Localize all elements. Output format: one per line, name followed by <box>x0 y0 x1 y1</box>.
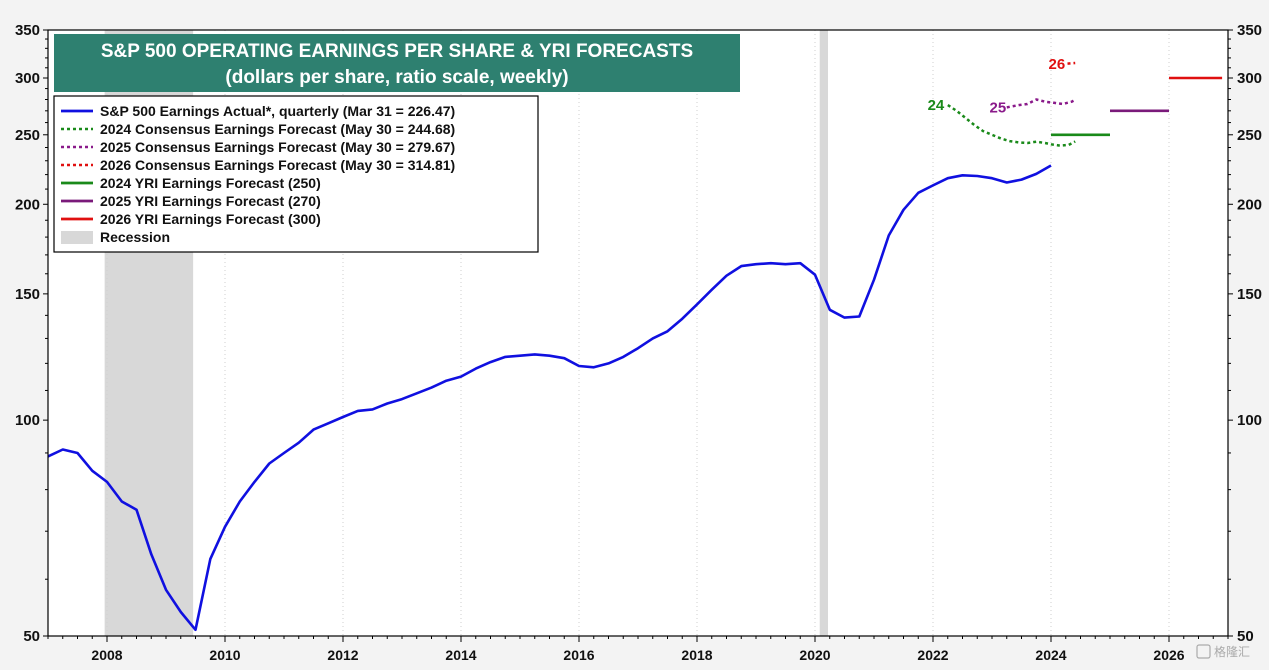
y-tick-label-left: 200 <box>15 196 40 213</box>
legend-label: 2026 Consensus Earnings Forecast (May 30… <box>100 157 455 173</box>
series-line-3 <box>1067 61 1076 65</box>
y-tick-label-right: 50 <box>1237 628 1254 645</box>
legend-label: 2025 Consensus Earnings Forecast (May 30… <box>100 139 455 155</box>
annotation-label: 26 <box>1049 56 1066 73</box>
x-tick-label: 2016 <box>563 647 594 663</box>
annotation-label: 24 <box>928 97 945 114</box>
y-tick-label-left: 50 <box>23 628 40 645</box>
y-tick-label-left: 300 <box>15 70 40 87</box>
chart-subtitle: (dollars per share, ratio scale, weekly) <box>225 67 568 88</box>
y-tick-label-left: 250 <box>15 127 40 144</box>
watermark-logo-icon <box>1196 644 1211 659</box>
x-tick-label: 2018 <box>681 647 712 663</box>
legend-label: 2024 YRI Earnings Forecast (250) <box>100 175 321 191</box>
y-tick-label-left: 100 <box>15 412 40 429</box>
title-box <box>54 34 740 92</box>
x-tick-label: 2012 <box>327 647 358 663</box>
y-tick-label-right: 150 <box>1237 286 1262 303</box>
y-tick-label-right: 350 <box>1237 22 1262 39</box>
legend-label: 2026 YRI Earnings Forecast (300) <box>100 211 321 227</box>
legend-box <box>53 95 539 253</box>
plot-frame <box>47 29 1229 637</box>
chart-title: S&P 500 OPERATING EARNINGS PER SHARE & Y… <box>101 41 693 62</box>
series-line-0 <box>47 164 1052 632</box>
x-tick-label: 2020 <box>799 647 830 663</box>
y-tick-label-left: 150 <box>15 286 40 303</box>
x-tick-label: 2008 <box>91 647 122 663</box>
x-tick-label: 2024 <box>1035 647 1066 663</box>
y-tick-label-left: 350 <box>15 22 40 39</box>
annotation-label: 25 <box>990 99 1007 116</box>
x-tick-label: 2014 <box>445 647 476 663</box>
series-line-2 <box>1006 98 1076 109</box>
watermark-text: 格隆汇 <box>1214 644 1250 659</box>
x-tick-label: 2022 <box>917 647 948 663</box>
y-tick-label-right: 100 <box>1237 412 1262 429</box>
legend-swatch-recession <box>61 231 93 244</box>
legend-label: 2025 YRI Earnings Forecast (270) <box>100 193 321 209</box>
x-tick-label: 2010 <box>209 647 240 663</box>
legend-label: Recession <box>100 229 170 245</box>
y-tick-label-right: 300 <box>1237 70 1262 87</box>
recession-band-1 <box>819 30 828 636</box>
y-tick-label-right: 250 <box>1237 127 1262 144</box>
legend-label: S&P 500 Earnings Actual*, quarterly (Mar… <box>100 103 455 119</box>
x-tick-label: 2026 <box>1153 647 1184 663</box>
y-tick-label-right: 200 <box>1237 196 1262 213</box>
legend-label: 2024 Consensus Earnings Forecast (May 30… <box>100 121 455 137</box>
